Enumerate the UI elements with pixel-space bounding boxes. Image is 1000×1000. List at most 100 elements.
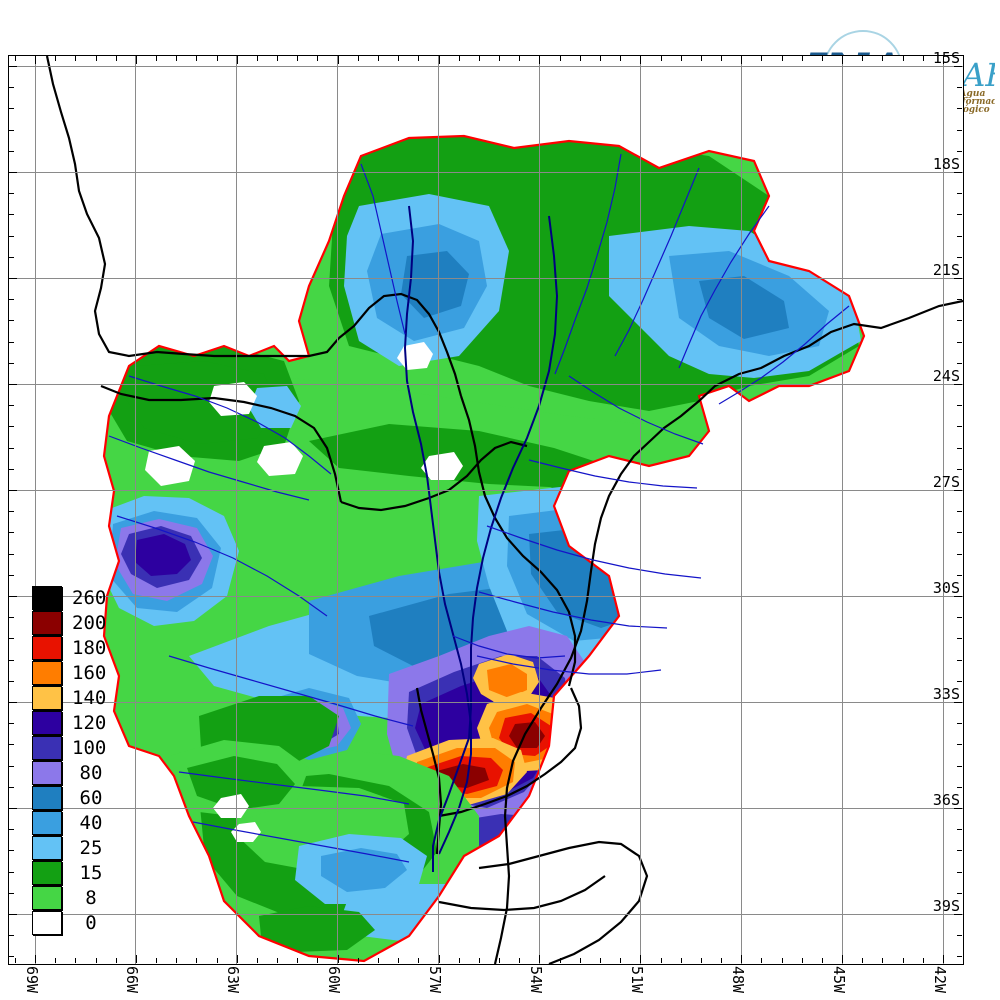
legend-label-0: 0	[85, 912, 97, 934]
axis-tick	[9, 469, 14, 470]
axis-tick	[957, 681, 962, 682]
river-tributary-17	[528, 459, 698, 489]
border-argentina-brazil	[459, 395, 577, 687]
axis-tick	[217, 958, 218, 963]
axis-tick	[957, 299, 962, 300]
legend-label-8: 8	[85, 887, 97, 909]
axis-tick	[358, 958, 359, 963]
legend-label-260: 260	[72, 587, 107, 609]
axis-tick	[9, 426, 14, 427]
legend-swatch-100	[32, 736, 62, 760]
axis-tick	[479, 958, 480, 963]
axis-tick	[9, 236, 14, 237]
legend-row: 180	[32, 636, 112, 661]
axis-tick	[741, 56, 742, 64]
axis-tick	[954, 66, 962, 67]
axis-tick	[9, 363, 14, 364]
lon-label-42w: 42W	[931, 966, 949, 994]
legend-label-80: 80	[79, 762, 103, 784]
legend-swatch-40	[32, 811, 62, 835]
river-tributary-1	[360, 163, 406, 335]
axis-tick	[55, 56, 56, 61]
map-canvas	[9, 56, 963, 964]
axis-tick	[317, 958, 318, 963]
axis-tick	[398, 958, 399, 963]
axis-tick	[620, 958, 621, 963]
axis-tick	[661, 958, 662, 963]
border-bolivia-brazil	[45, 56, 340, 358]
axis-tick	[378, 958, 379, 963]
axis-tick	[277, 56, 278, 61]
axis-tick	[9, 384, 17, 385]
gridline-lat-18s	[9, 172, 963, 173]
legend-label-25: 25	[79, 837, 103, 859]
axis-tick	[954, 914, 962, 915]
axis-tick	[957, 829, 962, 830]
legend-swatch-15	[32, 861, 62, 885]
axis-tick	[957, 575, 962, 576]
axis-tick	[237, 955, 238, 963]
axis-tick	[957, 956, 962, 957]
lon-label-69w: 69W	[23, 966, 41, 994]
axis-tick	[9, 723, 14, 724]
axis-tick	[297, 958, 298, 963]
legend-swatch-140	[32, 686, 62, 710]
gridline-lon-45w	[842, 56, 843, 964]
axis-tick	[358, 56, 359, 61]
axis-tick	[957, 405, 962, 406]
river-tributary-14	[476, 655, 662, 675]
axis-tick	[954, 490, 962, 491]
axis-tick	[862, 958, 863, 963]
axis-tick	[9, 787, 14, 788]
axis-tick	[957, 87, 962, 88]
axis-tick	[957, 893, 962, 894]
axis-tick	[954, 278, 962, 279]
legend-row: 80	[32, 761, 112, 786]
axis-tick	[257, 958, 258, 963]
gridline-lon-51w	[640, 56, 641, 964]
legend-label-60: 60	[79, 787, 103, 809]
axis-tick	[75, 958, 76, 963]
axis-tick	[9, 808, 17, 809]
axis-tick	[943, 955, 944, 963]
axis-tick	[277, 958, 278, 963]
axis-tick	[9, 935, 14, 936]
gridline-lat-21s	[9, 278, 963, 279]
axis-tick	[957, 151, 962, 152]
legend-row: 120	[32, 711, 112, 736]
legend-row: 160	[32, 661, 112, 686]
axis-tick	[957, 638, 962, 639]
axis-tick	[519, 56, 520, 61]
axis-tick	[237, 56, 238, 64]
legend-swatch-160	[32, 661, 62, 685]
axis-tick	[842, 56, 843, 64]
axis-tick	[862, 56, 863, 61]
axis-tick	[640, 56, 641, 64]
axis-tick	[317, 56, 318, 61]
axis-tick	[55, 958, 56, 963]
legend-row: 0	[32, 911, 112, 936]
axis-tick	[661, 56, 662, 61]
precipitation-field	[9, 56, 963, 964]
axis-tick	[418, 958, 419, 963]
axis-tick	[957, 214, 962, 215]
legend-label-40: 40	[79, 812, 103, 834]
axis-tick	[9, 554, 14, 555]
axis-tick	[96, 958, 97, 963]
axis-tick	[954, 702, 962, 703]
axis-tick	[9, 299, 14, 300]
axis-tick	[681, 56, 682, 61]
axis-tick	[9, 490, 17, 491]
axis-tick	[499, 958, 500, 963]
axis-tick	[176, 958, 177, 963]
axis-tick	[75, 56, 76, 61]
lat-label-30s: 30S	[932, 579, 960, 597]
axis-tick	[963, 958, 964, 963]
axis-tick	[957, 554, 962, 555]
lon-label-63w: 63W	[224, 966, 242, 994]
legend-row: 60	[32, 786, 112, 811]
axis-tick	[9, 850, 14, 851]
axis-tick	[681, 958, 682, 963]
legend-swatch-200	[32, 611, 62, 635]
lat-label-18s: 18S	[932, 155, 960, 173]
